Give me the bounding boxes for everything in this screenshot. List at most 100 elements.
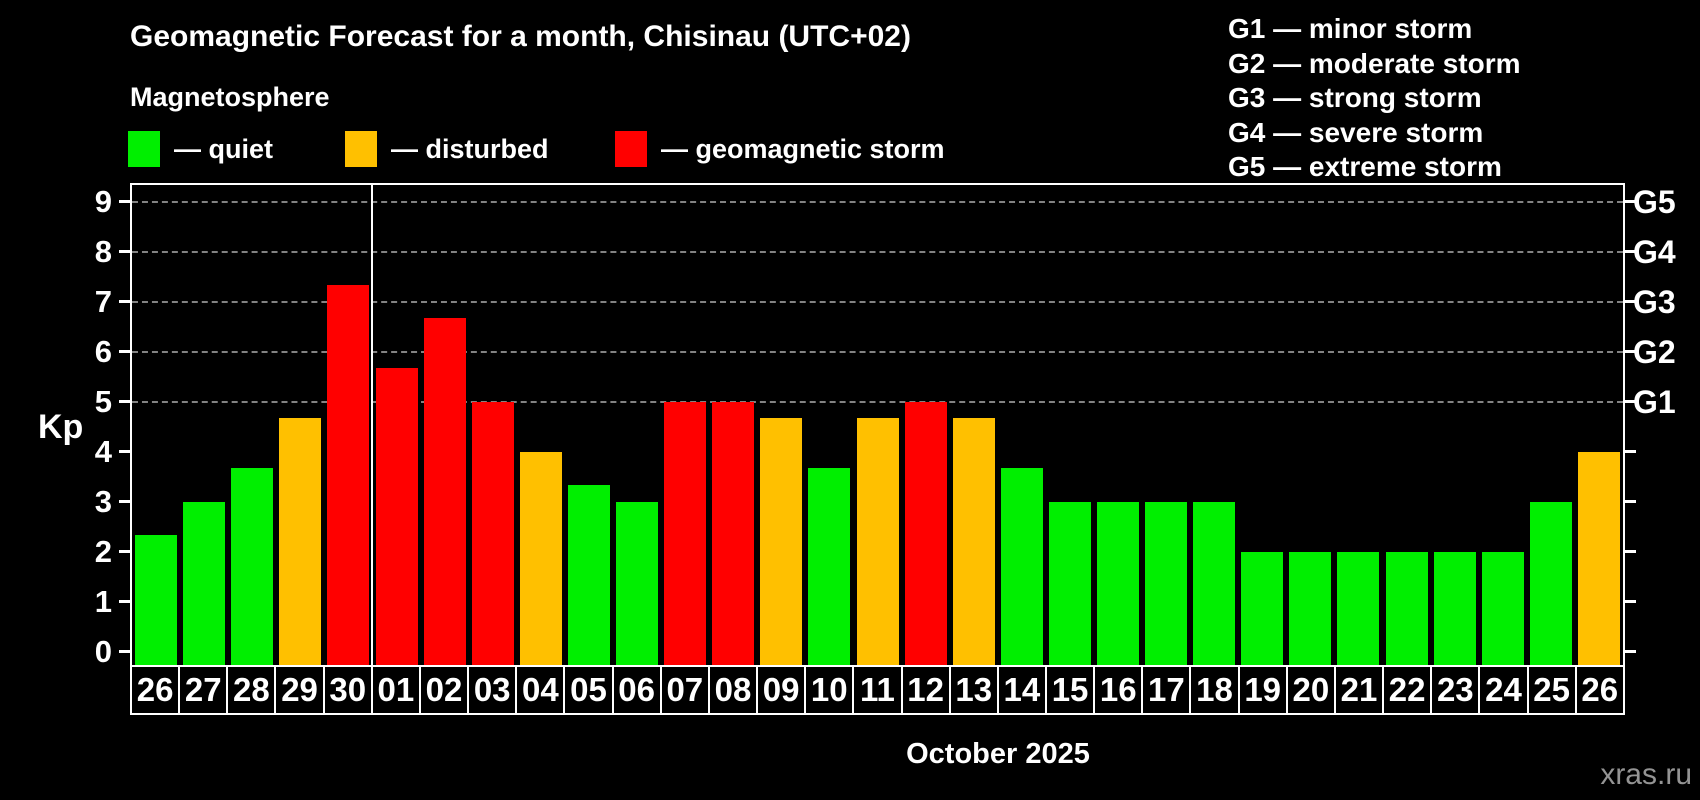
g-legend-line-g3: G3 — strong storm bbox=[1228, 82, 1482, 113]
g-axis-label-g2: G2 bbox=[1633, 333, 1676, 370]
kp-bar-sep28 bbox=[231, 468, 274, 665]
g-axis-label-g1: G1 bbox=[1633, 383, 1676, 420]
y-axis-tick bbox=[119, 650, 130, 653]
date-axis: 26 27 28 29 30 01 02 03 04 05 06 07 08 09 10 11 12 13 14 15… bbox=[130, 665, 1625, 715]
g-legend-line-g4: G4 — severe storm bbox=[1228, 116, 1484, 148]
g-legend-line-g1: G1 — minor storm bbox=[1228, 13, 1473, 44]
date-cell: 09 bbox=[756, 665, 807, 715]
y-tick-label: 3 bbox=[94, 483, 112, 519]
y-axis-tick bbox=[119, 250, 130, 253]
g-axis-label-g4: G4 bbox=[1633, 233, 1676, 270]
y-tick-label: 9 bbox=[94, 183, 112, 219]
kp-bar-oct13 bbox=[952, 418, 995, 665]
watermark: xras.ru bbox=[1600, 758, 1692, 791]
kp-bar-oct15 bbox=[1048, 501, 1091, 665]
kp-bar-oct22 bbox=[1385, 551, 1428, 665]
g-axis-label-g3: G3 bbox=[1633, 283, 1676, 320]
legend-item-storm: — geomagnetic storm bbox=[615, 130, 945, 168]
kp-bar-oct07 bbox=[664, 401, 707, 665]
kp-bar-sep29 bbox=[279, 418, 322, 665]
kp-bar-oct11 bbox=[856, 418, 899, 665]
date-cell: 21 bbox=[1333, 665, 1385, 715]
date-cell: 27 bbox=[178, 665, 229, 715]
legend-label-storm: — geomagnetic storm bbox=[661, 133, 945, 164]
date-cell: 08 bbox=[707, 665, 759, 715]
g-axis-tick bbox=[1625, 400, 1636, 403]
kp-bar-oct14 bbox=[1000, 468, 1043, 665]
g-axis-tick bbox=[1625, 450, 1636, 453]
y-axis-tick bbox=[119, 600, 130, 603]
y-tick-label: 4 bbox=[94, 433, 112, 469]
storm-swatch-icon bbox=[615, 131, 647, 167]
gridline-kp6 bbox=[132, 350, 1623, 353]
y-tick-label: 6 bbox=[94, 333, 112, 369]
g-axis-tick bbox=[1625, 650, 1636, 653]
y-axis-title: Kp bbox=[38, 408, 84, 446]
date-cell: 19 bbox=[1237, 665, 1288, 715]
g-scale-legend: G1 — minor storm G2 — moderate storm G3 … bbox=[1228, 12, 1521, 185]
kp-bar-oct06 bbox=[616, 501, 659, 665]
date-cell: 26 bbox=[1574, 665, 1625, 715]
g-axis-tick bbox=[1625, 300, 1636, 303]
disturbed-swatch-icon bbox=[345, 131, 377, 167]
kp-bar-oct09 bbox=[760, 418, 803, 665]
kp-bar-sep27 bbox=[183, 501, 226, 665]
date-cell: 29 bbox=[274, 665, 325, 715]
kp-bar-sep26 bbox=[135, 535, 178, 665]
y-axis-tick bbox=[119, 450, 130, 453]
date-cell: 16 bbox=[1093, 665, 1144, 715]
chart-title: Geomagnetic Forecast for a month, Chisin… bbox=[130, 20, 911, 53]
kp-bar-oct01 bbox=[375, 368, 418, 665]
gridline-kp5 bbox=[132, 400, 1623, 403]
y-tick-label: 0 bbox=[94, 633, 112, 669]
kp-bar-oct25 bbox=[1529, 501, 1572, 665]
date-cell: 24 bbox=[1478, 665, 1529, 715]
y-tick-label: 8 bbox=[94, 233, 112, 269]
chart-subtitle: Magnetosphere bbox=[130, 82, 330, 112]
date-cell: 12 bbox=[900, 665, 951, 715]
month-separator bbox=[371, 185, 374, 665]
date-cell: 17 bbox=[1141, 665, 1192, 715]
date-cell: 10 bbox=[804, 665, 855, 715]
kp-bar-oct24 bbox=[1481, 551, 1524, 665]
kp-bar-oct16 bbox=[1096, 501, 1139, 665]
g-legend-line-g2: G2 — moderate storm bbox=[1228, 47, 1521, 79]
kp-bar-oct20 bbox=[1289, 551, 1332, 665]
g-axis-tick bbox=[1625, 550, 1636, 553]
kp-bar-oct04 bbox=[519, 451, 562, 665]
date-cell: 01 bbox=[370, 665, 421, 715]
kp-bar-oct03 bbox=[471, 401, 514, 665]
date-cell: 07 bbox=[659, 665, 710, 715]
kp-bar-sep30 bbox=[327, 285, 370, 665]
y-axis-tick bbox=[119, 200, 130, 203]
date-cell: 20 bbox=[1285, 665, 1336, 715]
date-cell: 11 bbox=[852, 665, 903, 715]
legend-label-quiet: — quiet bbox=[174, 133, 273, 164]
kp-bar-oct10 bbox=[808, 468, 851, 665]
date-cell: 25 bbox=[1526, 665, 1577, 715]
g-axis-tick bbox=[1625, 350, 1636, 353]
legend-label-disturbed: — disturbed bbox=[391, 133, 549, 164]
date-cell: 13 bbox=[948, 665, 999, 715]
date-cell: 28 bbox=[226, 665, 277, 715]
kp-bar-oct26 bbox=[1577, 451, 1620, 665]
g-axis-tick bbox=[1625, 250, 1636, 253]
date-cell: 18 bbox=[1189, 665, 1240, 715]
y-tick-label: 5 bbox=[94, 383, 112, 419]
kp-bar-oct05 bbox=[567, 485, 610, 665]
kp-bar-oct08 bbox=[712, 401, 755, 665]
quiet-swatch-icon bbox=[128, 131, 160, 167]
y-axis-tick bbox=[119, 300, 130, 303]
kp-bar-oct17 bbox=[1145, 501, 1188, 665]
kp-bar-oct21 bbox=[1337, 551, 1380, 665]
date-cell: 03 bbox=[467, 665, 518, 715]
date-cell: 15 bbox=[1044, 665, 1096, 715]
y-axis-tick bbox=[119, 550, 130, 553]
legend-item-disturbed: — disturbed bbox=[345, 130, 549, 168]
date-cell: 14 bbox=[996, 665, 1047, 715]
x-axis-title: October 2025 bbox=[906, 738, 1090, 770]
y-axis-tick bbox=[119, 400, 130, 403]
g-axis-tick bbox=[1625, 200, 1636, 203]
g-axis-tick bbox=[1625, 500, 1636, 503]
